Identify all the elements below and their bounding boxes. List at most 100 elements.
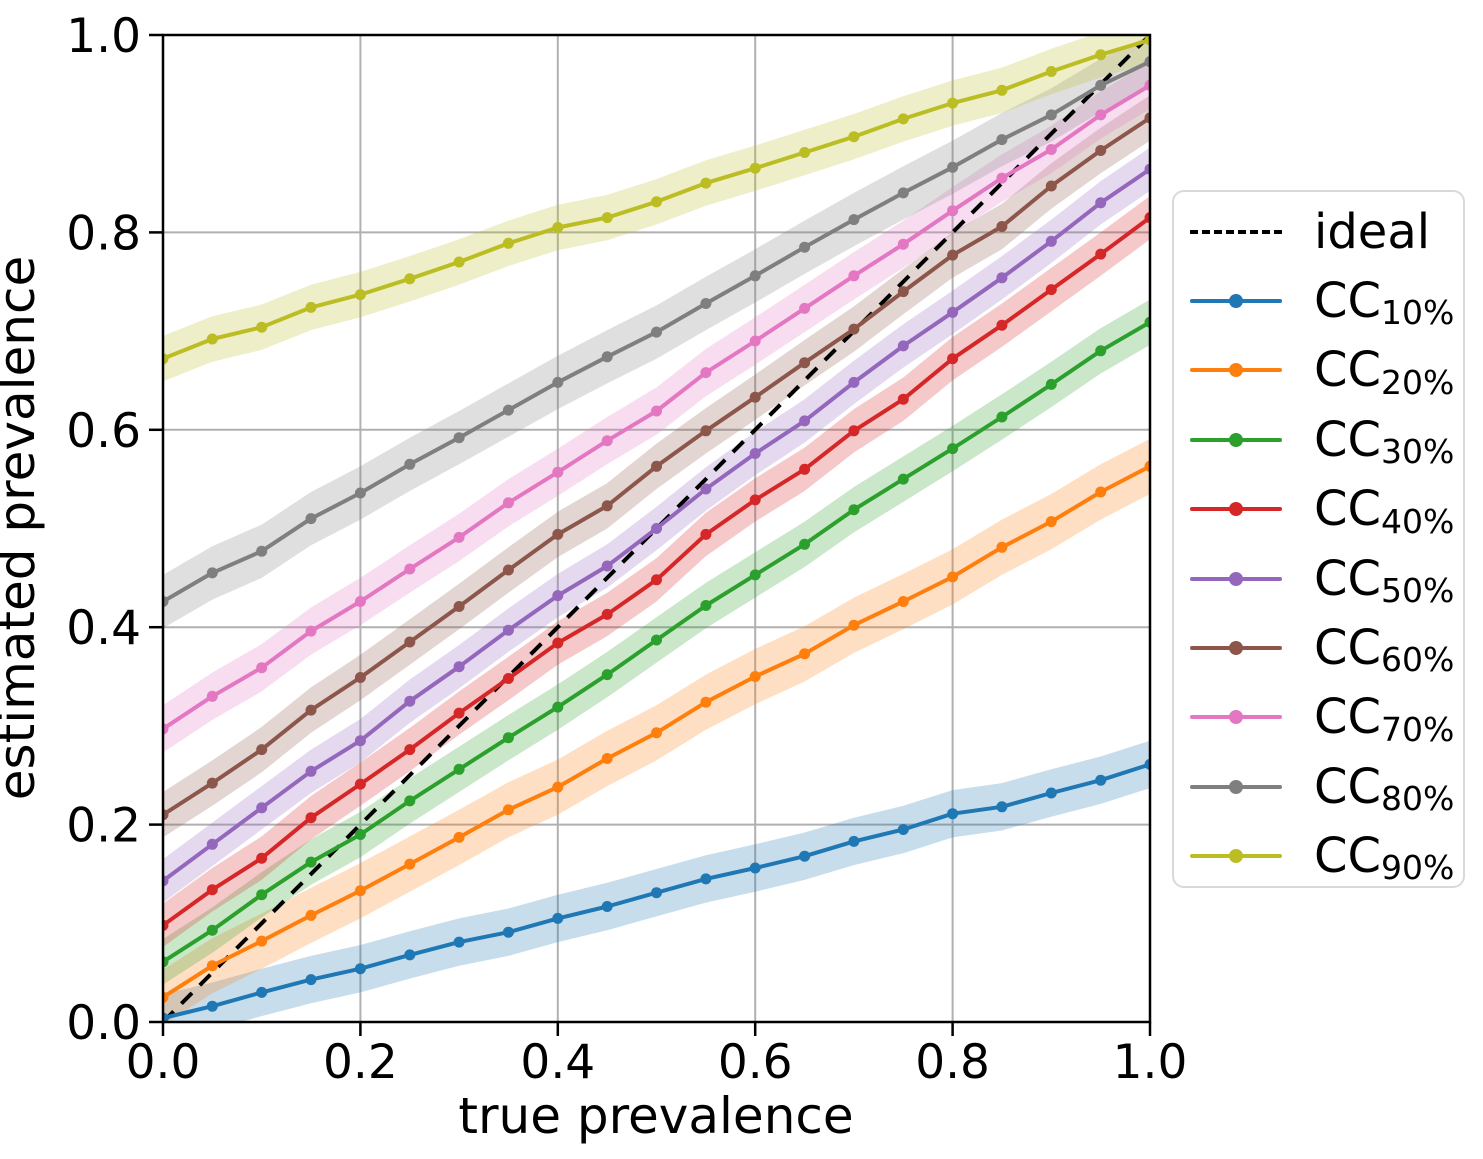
axes-frame xyxy=(161,33,1152,1024)
data-point-cc-50% xyxy=(453,661,465,673)
data-point-cc-70% xyxy=(799,302,811,314)
marker-dot-icon xyxy=(1229,571,1243,586)
data-point-cc-60% xyxy=(1045,180,1057,192)
data-point-cc-60% xyxy=(947,249,959,261)
data-point-cc-50% xyxy=(1144,163,1150,175)
data-point-cc-50% xyxy=(206,838,218,850)
data-point-cc-30% xyxy=(947,443,959,455)
data-point-cc-40% xyxy=(1045,284,1057,296)
data-point-cc-80% xyxy=(700,298,712,309)
data-point-cc-50% xyxy=(749,448,761,459)
data-point-cc-70% xyxy=(305,625,317,637)
data-point-cc-70% xyxy=(700,367,712,379)
data-point-cc-90% xyxy=(256,321,268,333)
legend-label-main: CC xyxy=(1314,758,1382,815)
data-point-cc-50% xyxy=(502,624,514,636)
data-point-cc-30% xyxy=(799,538,811,550)
marker-dot-icon xyxy=(1229,710,1243,725)
legend-swatch-cc-80% xyxy=(1190,779,1282,795)
data-point-cc-80% xyxy=(552,376,564,388)
data-point-cc-90% xyxy=(552,222,564,233)
data-point-cc-10% xyxy=(897,824,909,835)
legend-label-subscript: 70% xyxy=(1381,709,1455,749)
legend-label-main: CC xyxy=(1314,273,1382,330)
data-point-cc-90% xyxy=(453,256,465,268)
marker-dot-icon xyxy=(1229,779,1243,794)
data-point-cc-60% xyxy=(453,601,465,612)
data-point-cc-50% xyxy=(163,875,169,887)
legend-label-main: CC xyxy=(1314,550,1382,607)
data-point-cc-10% xyxy=(163,1012,169,1022)
data-point-cc-70% xyxy=(651,405,662,417)
data-point-cc-30% xyxy=(1095,345,1107,357)
x-tick-label: 0.6 xyxy=(718,1035,793,1090)
data-point-cc-80% xyxy=(1144,56,1150,68)
legend-label-subscript: 50% xyxy=(1381,570,1455,610)
data-point-cc-10% xyxy=(700,873,712,885)
data-point-cc-60% xyxy=(749,391,761,403)
data-point-cc-80% xyxy=(799,241,811,253)
x-tick-label: 0.8 xyxy=(915,1035,990,1090)
legend-label-subscript: 40% xyxy=(1381,501,1455,541)
data-point-cc-70% xyxy=(552,466,564,478)
data-point-cc-70% xyxy=(256,662,268,674)
data-point-cc-80% xyxy=(1045,109,1057,121)
data-point-cc-50% xyxy=(1045,235,1057,247)
legend-swatch-cc-40% xyxy=(1190,501,1282,517)
data-point-cc-20% xyxy=(502,804,514,816)
data-point-cc-20% xyxy=(897,596,909,607)
data-point-cc-90% xyxy=(897,113,909,125)
legend-swatch-cc-60% xyxy=(1190,640,1282,656)
data-point-cc-40% xyxy=(996,319,1008,331)
data-point-cc-90% xyxy=(799,147,811,158)
data-point-cc-50% xyxy=(947,306,959,318)
data-point-cc-90% xyxy=(651,196,662,208)
data-point-cc-50% xyxy=(354,735,366,747)
legend-item-cc-80%: CC80% xyxy=(1190,752,1463,821)
data-point-cc-10% xyxy=(1095,774,1107,786)
data-point-cc-40% xyxy=(305,812,317,824)
data-point-cc-40% xyxy=(206,884,218,896)
data-point-cc-70% xyxy=(404,563,416,575)
x-tick-label: 0.4 xyxy=(520,1035,595,1090)
data-point-cc-20% xyxy=(996,541,1008,553)
data-point-cc-70% xyxy=(453,531,465,543)
data-point-cc-70% xyxy=(897,238,909,250)
data-point-cc-30% xyxy=(1144,316,1150,328)
data-point-cc-30% xyxy=(354,829,366,840)
data-point-cc-20% xyxy=(651,727,662,739)
x-tick-label: 0.0 xyxy=(126,1035,201,1090)
legend-swatch-cc-30% xyxy=(1190,432,1282,448)
data-point-cc-40% xyxy=(1095,248,1107,260)
data-point-cc-20% xyxy=(404,858,416,870)
data-point-cc-20% xyxy=(453,831,465,843)
data-point-cc-20% xyxy=(700,696,712,708)
data-point-cc-40% xyxy=(404,744,416,756)
legend-label-subscript: 10% xyxy=(1381,293,1455,333)
data-point-cc-90% xyxy=(848,131,860,143)
data-point-cc-40% xyxy=(947,353,959,365)
x-tick-label: 1.0 xyxy=(1113,1035,1188,1090)
data-point-cc-60% xyxy=(897,286,909,298)
data-point-cc-20% xyxy=(848,619,860,631)
legend-item-cc-70%: CC70% xyxy=(1190,683,1463,752)
data-point-cc-20% xyxy=(1144,460,1150,472)
tick-layer: 0.0 0.2 0.4 0.6 0.8 1.0 0.0 0.2 0.4 0.6 0.8 1.0 xyxy=(66,9,1187,1090)
data-point-cc-60% xyxy=(601,500,613,512)
data-point-cc-20% xyxy=(601,753,613,764)
legend-label-main: CC xyxy=(1314,689,1382,746)
data-point-cc-30% xyxy=(651,634,662,646)
legend-label-main: CC xyxy=(1314,342,1382,399)
legend-label-cc-10%: CC10% xyxy=(1314,277,1454,329)
y-tick-label: 0.2 xyxy=(66,799,141,854)
legend-label-subscript: 90% xyxy=(1381,848,1455,888)
data-point-cc-10% xyxy=(947,808,959,820)
y-tick-label: 0.4 xyxy=(66,601,141,656)
data-point-cc-10% xyxy=(799,850,811,862)
legend-swatch-ideal xyxy=(1190,224,1282,240)
data-point-cc-20% xyxy=(206,960,218,972)
confidence-band-cc-40% xyxy=(163,195,1150,947)
data-point-cc-60% xyxy=(206,777,218,789)
x-tick-label: 0.2 xyxy=(323,1035,398,1090)
